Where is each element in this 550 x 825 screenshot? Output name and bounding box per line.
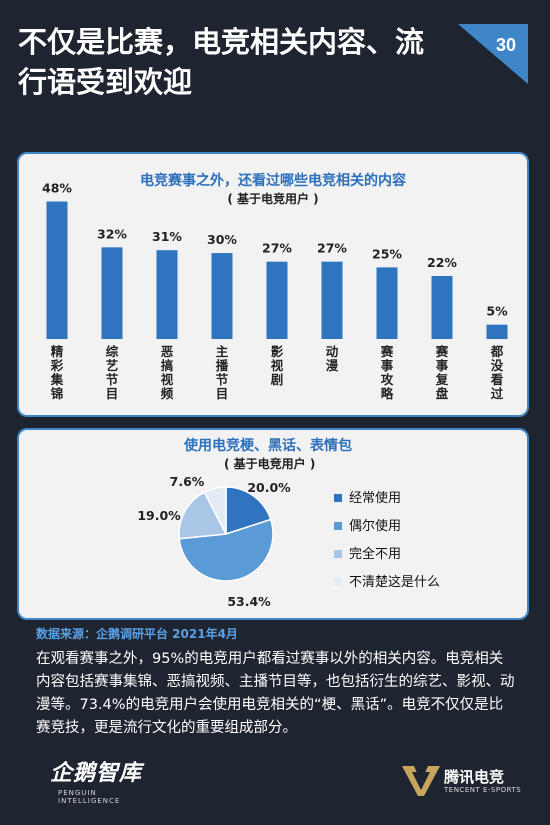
pie-chart-title: 使用电竞梗、黑话、表情包 <box>184 438 352 454</box>
left-logo-tag: PENGUIN INTELLIGENCE <box>58 789 121 805</box>
legend-swatch <box>334 578 342 586</box>
category-label: 主播节目 <box>216 344 229 401</box>
left-logo-name: 企鹅智库 <box>50 761 143 786</box>
legend-label: 不清楚这是什么 <box>349 574 440 590</box>
bar-2 <box>156 250 178 339</box>
bar-chart: 48% 精彩集锦 32% 综艺节目 31% 恶搞视频 30% 主播节目 27% 影视剧 27% 动漫 2… <box>42 181 508 401</box>
bar-5 <box>321 261 343 339</box>
pie-chart-subtitle: ( 基于电竞用户 ) <box>224 457 316 471</box>
bar-3 <box>211 253 233 339</box>
bar-value-label: 25% <box>372 246 402 261</box>
category-label: 动漫 <box>326 344 339 373</box>
bar-8 <box>486 324 508 339</box>
pie-value-label: 20.0% <box>247 480 291 495</box>
category-label: 赛事攻略 <box>380 344 394 401</box>
bar-value-label: 27% <box>317 241 347 256</box>
category-label: 精彩集锦 <box>50 344 64 401</box>
pie-slice-1 <box>178 518 274 582</box>
tencent-esports-mark-icon <box>402 766 440 796</box>
bar-value-label: 30% <box>207 232 237 247</box>
legend-swatch <box>334 494 342 502</box>
pie-slice-0 <box>225 486 272 536</box>
page-number: 30 <box>496 35 516 55</box>
bar-value-label: 27% <box>262 241 292 256</box>
bar-value-label: 32% <box>97 226 127 241</box>
bar-1 <box>101 247 123 339</box>
category-label: 综艺节目 <box>106 344 119 401</box>
category-label: 恶搞视频 <box>161 344 174 401</box>
pie-chart-panel: 使用电竞梗、黑话、表情包 ( 基于电竞用户 ) 20.0% 经常使用 53.4% 偶尔… <box>17 428 529 620</box>
bar-7 <box>431 275 453 339</box>
legend-swatch <box>334 522 342 530</box>
body-paragraph: 在观看赛事之外，95%的电竞用户都看过赛事以外的相关内容。电竞相关内容包括赛事集… <box>36 651 515 736</box>
pie-value-label: 7.6% <box>170 474 205 489</box>
bar-0 <box>46 201 68 339</box>
bar-chart-panel: 电竞赛事之外，还看过哪些电竞相关的内容 ( 基于电竞用户 ) 48% 精彩集锦 32… <box>17 152 529 417</box>
page-title: 不仅是比赛，电竞相关内容、流行语受到欢迎 <box>18 25 425 99</box>
legend-swatch <box>334 550 342 558</box>
bar-value-label: 48% <box>42 181 72 196</box>
bar-4 <box>266 261 288 339</box>
pie-chart: 20.0% 经常使用 53.4% 偶尔使用 19.0% 完全不用 7.6% 不清楚这是什么 <box>137 474 440 609</box>
legend-label: 偶尔使用 <box>349 518 401 534</box>
bar-chart-subtitle: ( 基于电竞用户 ) <box>227 192 319 206</box>
pie-value-label: 53.4% <box>227 594 271 609</box>
bar-value-label: 5% <box>486 304 508 319</box>
bar-value-label: 31% <box>152 229 182 244</box>
page-number-badge: 30 <box>458 24 528 84</box>
legend-label: 完全不用 <box>349 546 401 562</box>
category-label: 赛事复盘 <box>435 344 449 401</box>
right-logo-tag: TENCENT E-SPORTS <box>444 786 522 794</box>
pie-slice-3 <box>203 486 227 535</box>
data-source: 数据来源：企鹅调研平台 2021年4月 <box>36 627 238 641</box>
right-logo-name: 腾讯电竞 <box>444 768 505 786</box>
pie-slice-2 <box>178 491 228 540</box>
category-label: 影视剧 <box>271 344 284 387</box>
penguin-intelligence-logo: 企鹅智库 PENGUIN INTELLIGENCE <box>50 755 160 805</box>
pie-value-label: 19.0% <box>137 508 181 523</box>
bar-value-label: 22% <box>427 255 457 270</box>
category-label: 都没看过 <box>490 344 504 401</box>
legend-label: 经常使用 <box>349 490 401 506</box>
bar-6 <box>376 267 398 339</box>
tencent-esports-logo: 腾讯电竞 TENCENT E-SPORTS <box>402 762 532 802</box>
bar-chart-title: 电竞赛事之外，还看过哪些电竞相关的内容 <box>140 173 406 189</box>
